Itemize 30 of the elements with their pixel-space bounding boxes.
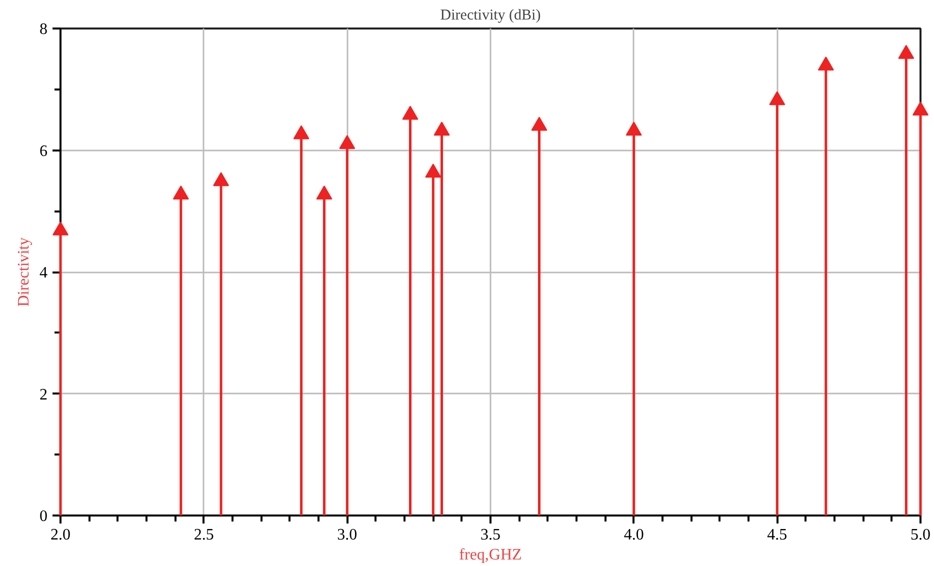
- point: [912, 102, 928, 116]
- x-tick-label: 3.0: [337, 526, 358, 544]
- point: [316, 186, 332, 200]
- point: [898, 44, 914, 59]
- y-tick-label: 8: [40, 21, 48, 38]
- x-tick-label: 2.5: [194, 526, 214, 544]
- y-axis-title: Directivity: [16, 237, 32, 307]
- point: [818, 56, 834, 70]
- y-tick-label: 6: [40, 142, 48, 160]
- point: [213, 172, 230, 186]
- x-axis-title: freq,GHZ: [459, 546, 522, 564]
- x-tick-label: 5.0: [910, 526, 930, 544]
- point: [172, 186, 189, 200]
- point: [402, 106, 418, 120]
- x-tick-label: 4.0: [624, 526, 644, 544]
- point: [434, 122, 450, 136]
- x-tick-label: 4.5: [767, 526, 788, 544]
- y-tick-label: 4: [40, 264, 48, 282]
- point: [293, 125, 310, 140]
- point: [425, 164, 442, 178]
- x-tick-label: 2.0: [50, 526, 70, 544]
- point: [769, 91, 786, 106]
- point: [52, 221, 68, 236]
- y-tick-label: 2: [40, 386, 48, 404]
- chart-title: Directivity (dBi): [440, 8, 541, 24]
- x-tick-label: 3.5: [480, 526, 500, 544]
- point: [626, 122, 642, 136]
- point: [339, 135, 356, 149]
- point: [531, 116, 548, 131]
- y-tick-label: 0: [40, 508, 48, 525]
